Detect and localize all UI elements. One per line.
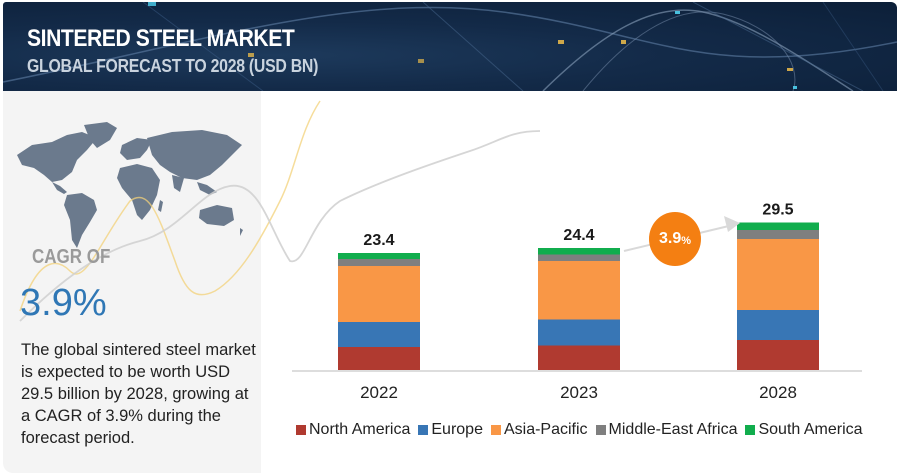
bar-segment-asia-pacific-2028 <box>737 239 819 310</box>
bar-segment-middle-east-africa-2023 <box>538 254 620 261</box>
cagr-bubble: 3.9% <box>649 212 701 266</box>
legend-label: Middle-East Africa <box>608 421 738 438</box>
cagr-bubble-unit: % <box>681 234 692 247</box>
cagr-arrow-head <box>724 216 740 232</box>
total-label-2028: 29.5 <box>762 202 793 219</box>
bar-segment-south-america-2023 <box>538 248 620 255</box>
legend-item-south-america: South America <box>745 421 863 439</box>
bar-segment-asia-pacific-2022 <box>338 266 420 322</box>
market-description: The global sintered steel market is expe… <box>21 341 256 447</box>
legend-swatch <box>595 425 606 435</box>
bar-segment-north-america-2028 <box>737 340 819 370</box>
legend-swatch <box>418 425 429 435</box>
world-map-icon <box>17 122 243 248</box>
legend-item-north-america: North America <box>296 421 410 439</box>
x-tick-label-2028: 2028 <box>759 383 797 402</box>
bar-segment-middle-east-africa-2022 <box>338 259 420 266</box>
page-subtitle: GLOBAL FORECAST TO 2028 (USD BN) <box>27 56 319 76</box>
bar-segment-north-america-2023 <box>538 345 620 370</box>
header-banner: SINTERED STEEL MARKET GLOBAL FORECAST TO… <box>3 2 897 91</box>
x-tick-label-2022: 2022 <box>360 383 398 402</box>
cagr-label: CAGR OF <box>32 246 111 268</box>
legend-swatch <box>296 425 306 435</box>
legend-label: Europe <box>431 421 483 438</box>
total-label-2022: 23.4 <box>363 232 394 249</box>
bar-segment-middle-east-africa-2028 <box>737 230 819 239</box>
total-label-2023: 24.4 <box>563 227 594 244</box>
bar-segment-europe-2023 <box>538 319 620 346</box>
bar-segment-europe-2028 <box>737 310 819 340</box>
cagr-bubble-value: 3.9 <box>658 230 682 247</box>
legend-label: South America <box>758 421 863 438</box>
bar-segment-europe-2022 <box>338 322 420 347</box>
x-tick-label-2023: 2023 <box>560 383 598 402</box>
legend-swatch <box>490 425 501 435</box>
chart-canvas: 23.4 24.4 29.5 2022 2023 2028 <box>292 202 862 402</box>
legend-item-middle-east-africa: Middle-East Africa <box>595 421 738 439</box>
cagr-value: 3.9% <box>20 282 107 324</box>
bar-segment-south-america-2022 <box>338 253 420 259</box>
bar-segment-north-america-2022 <box>338 347 420 370</box>
bar-segment-asia-pacific-2023 <box>538 261 620 320</box>
legend-item-europe: Europe <box>418 421 483 439</box>
bar-segment-south-america-2028 <box>737 222 819 230</box>
legend-swatch <box>745 425 756 435</box>
header-background-graphic <box>3 2 897 91</box>
chart-legend: North America Europe Asia-Pacific Middle-Ea… <box>296 421 863 439</box>
legend-item-asia-pacific: Asia-Pacific <box>490 421 588 439</box>
page-title: SINTERED STEEL MARKET <box>27 25 295 52</box>
legend-label: North America <box>309 421 411 438</box>
stacked-bar-chart: 23.4 24.4 29.5 2022 2023 2028 <box>262 91 900 475</box>
legend-label: Asia-Pacific <box>503 421 588 438</box>
